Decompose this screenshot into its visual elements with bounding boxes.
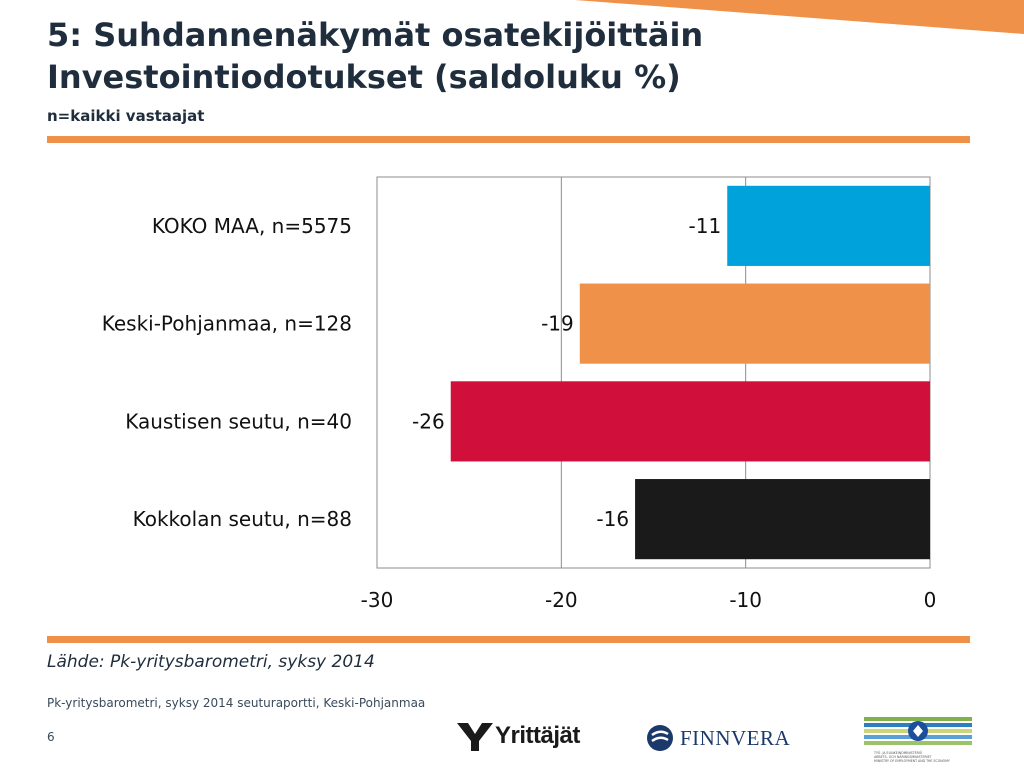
bar [450, 381, 930, 462]
bar [727, 185, 930, 266]
x-tick-label: -30 [361, 588, 394, 612]
category-label: Keski-Pohjanmaa, n=128 [102, 312, 352, 336]
bottom-divider [47, 636, 970, 643]
value-label: -19 [541, 312, 574, 336]
ministry-flag-stripes-icon [864, 717, 972, 745]
chart-bars [450, 185, 930, 560]
ministry-logo: TYÖ- JA ELINKEINOMINISTERIÖ ARBETS- OCH … [864, 715, 972, 765]
finnvera-logo-text: FINNVERA [680, 725, 791, 750]
category-label: Kaustisen seutu, n=40 [125, 409, 352, 433]
value-labels: -11 -19 -26 -16 [412, 214, 721, 531]
x-tick-label: 0 [924, 588, 937, 612]
page-number: 6 [47, 730, 55, 744]
bar-chart: KOKO MAA, n=5575 Keski-Pohjanmaa, n=128 Ka… [102, 176, 937, 612]
value-label: -11 [689, 214, 722, 238]
yrittajat-y-icon [457, 723, 493, 751]
plot-area-frame [376, 176, 931, 569]
category-label: Kokkolan seutu, n=88 [133, 507, 352, 531]
bar [579, 283, 930, 364]
slide-subtitle: n=kaikki vastaajat [47, 107, 205, 125]
slide-title: 5: Suhdannenäkymät osatekijöittäin Inves… [47, 14, 703, 98]
value-label: -16 [596, 507, 629, 531]
x-tick-label: -10 [729, 588, 762, 612]
x-axis-tick-labels: -30 -20 -10 0 [361, 588, 937, 612]
top-divider [47, 136, 970, 143]
yrittajat-logo-text: Yrittäjät [495, 722, 580, 749]
category-labels: KOKO MAA, n=5575 Keski-Pohjanmaa, n=128 Ka… [102, 214, 352, 531]
ministry-logo-text: TYÖ- JA ELINKEINOMINISTERIÖ ARBETS- OCH … [874, 751, 950, 763]
title-line-2: Investointiodotukset (saldoluku %) [47, 58, 681, 96]
title-line-1: 5: Suhdannenäkymät osatekijöittäin [47, 16, 704, 54]
category-label: KOKO MAA, n=5575 [152, 214, 352, 238]
x-tick-label: -20 [545, 588, 578, 612]
footer-report-name: Pk-yritysbarometri, syksy 2014 seuturapo… [47, 696, 426, 710]
source-note: Lähde: Pk-yritysbarometri, syksy 2014 [47, 652, 375, 672]
yrittajat-logo: Yrittäjät [457, 720, 580, 752]
value-label: -26 [412, 409, 445, 433]
finnvera-logo: FINNVERA [646, 722, 790, 754]
finnvera-swirl-icon [647, 725, 673, 751]
bar [635, 479, 930, 560]
